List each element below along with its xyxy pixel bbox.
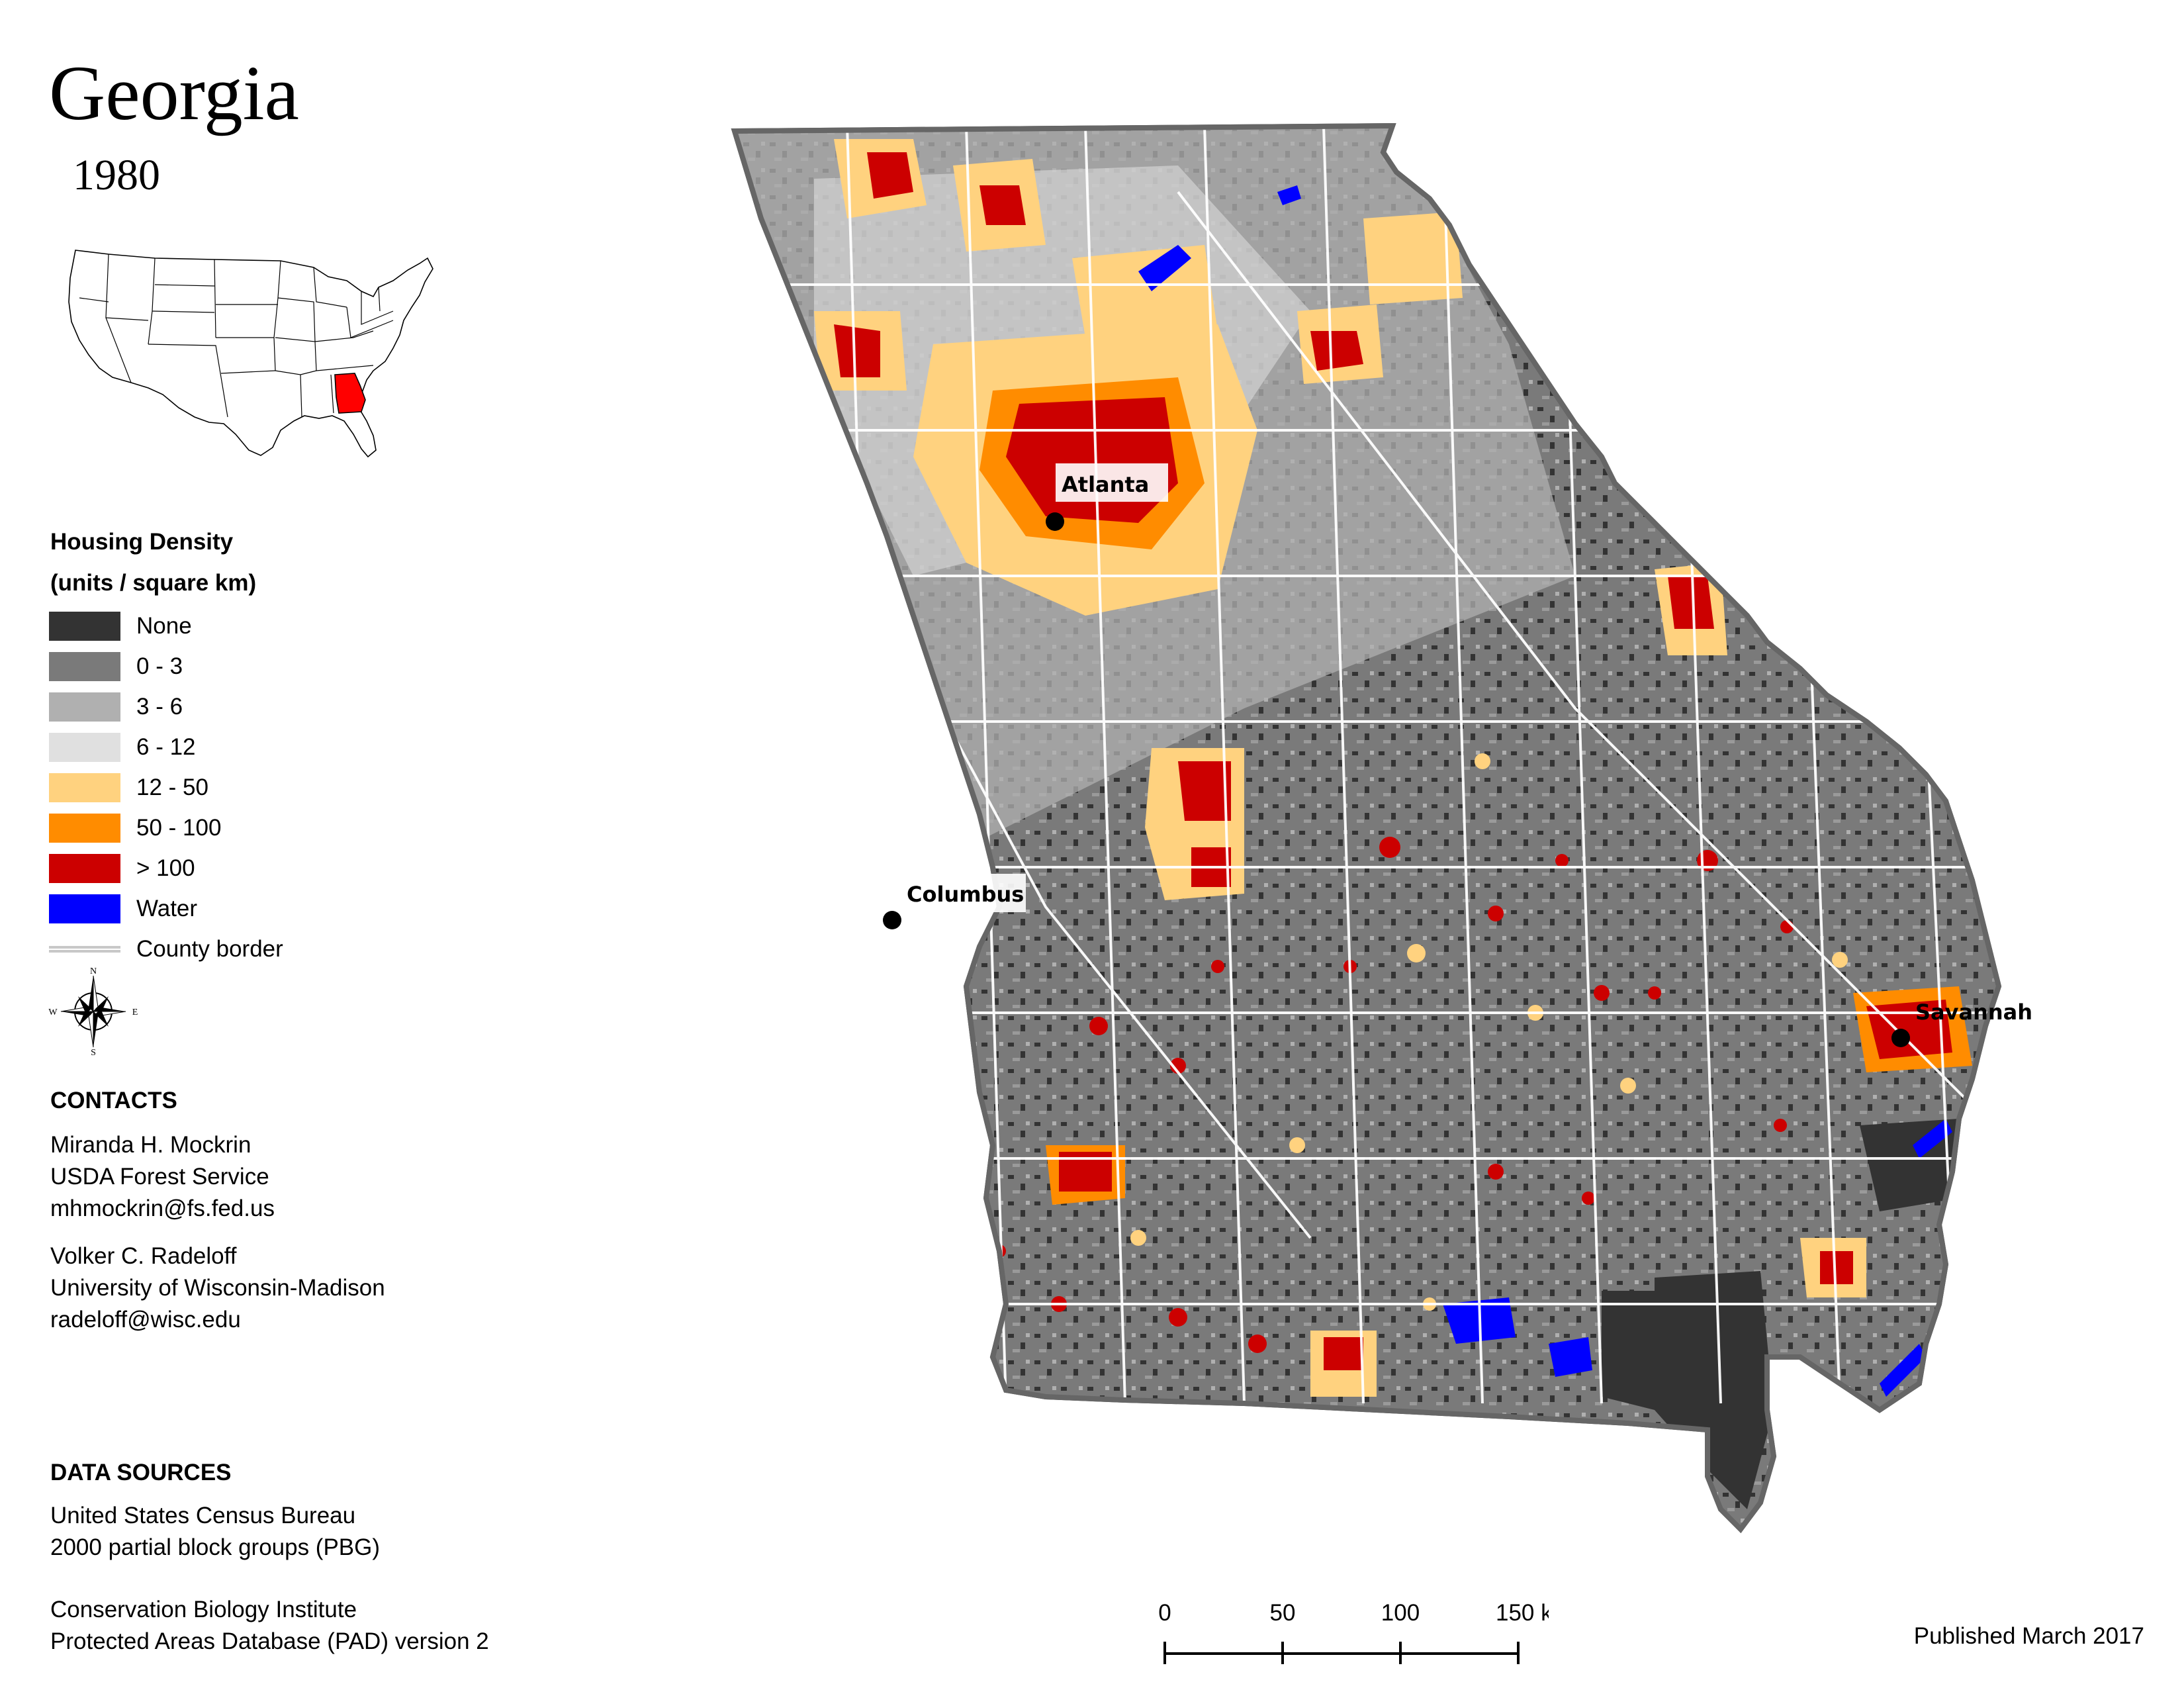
city-label-columbus: Columbus	[907, 882, 1024, 907]
contact-2: Volker C. Radeloff University of Wiscons…	[50, 1241, 385, 1336]
legend-item-none: None	[49, 606, 283, 646]
city-savannah: Savannah	[1891, 1000, 2032, 1047]
legend-swatch	[49, 894, 120, 923]
legend-title-line1: Housing Density	[50, 529, 234, 555]
contact-2-name: Volker C. Radeloff	[50, 1243, 237, 1269]
data-source-2-line1: Conservation Biology Institute	[50, 1597, 357, 1622]
data-source-2-line2: Protected Areas Database (PAD) version 2	[50, 1628, 489, 1654]
legend-label: None	[136, 612, 192, 639]
legend-swatch	[49, 945, 120, 953]
legend-label: 0 - 3	[136, 653, 183, 679]
city-atlanta: Atlanta	[1046, 463, 1168, 531]
legend-label: County border	[136, 935, 283, 962]
contact-1-name: Miranda H. Mockrin	[50, 1132, 251, 1158]
us-outline	[68, 250, 433, 458]
compass-rose-icon: N S W E	[48, 966, 138, 1056]
data-sources-title: DATA SOURCES	[50, 1460, 232, 1485]
scale-tick-label: 150 km	[1496, 1600, 1549, 1626]
legend-swatch	[49, 813, 120, 843]
legend-item-county-border: County border	[49, 929, 283, 969]
compass-s: S	[91, 1048, 96, 1056]
us-locator-map	[68, 250, 433, 458]
legend-title-line2: (units / square km)	[50, 570, 257, 596]
contact-1-email: mhmockrin@fs.fed.us	[50, 1196, 275, 1221]
legend: None 0 - 3 3 - 6 6 - 12 12 - 50 50 - 100…	[49, 606, 283, 969]
legend-swatch	[49, 853, 120, 883]
legend-label: 50 - 100	[136, 814, 222, 841]
legend-item-50-100: 50 - 100	[49, 808, 283, 848]
legend-label: 12 - 50	[136, 774, 208, 800]
legend-label: 3 - 6	[136, 693, 183, 720]
data-source-1: United States Census Bureau 2000 partial…	[50, 1500, 380, 1564]
legend-swatch	[49, 651, 120, 681]
legend-item-6-12: 6 - 12	[49, 727, 283, 767]
city-label-atlanta: Atlanta	[1062, 472, 1149, 497]
legend-swatch	[49, 773, 120, 802]
data-source-1-line2: 2000 partial block groups (PBG)	[50, 1534, 381, 1560]
contact-2-email: radeloff@wisc.edu	[50, 1307, 241, 1333]
legend-label: Water	[136, 895, 198, 921]
georgia-highlight	[334, 373, 366, 414]
legend-label: > 100	[136, 855, 195, 881]
contacts-title: CONTACTS	[50, 1088, 177, 1113]
legend-item-12-50: 12 - 50	[49, 767, 283, 808]
legend-label: 6 - 12	[136, 733, 196, 760]
legend-item-0-3: 0 - 3	[49, 646, 283, 686]
data-source-2: Conservation Biology Institute Protected…	[50, 1594, 489, 1658]
georgia-housing-density-map: Atlanta Columbus Savannah	[731, 122, 2032, 1534]
scale-tick-label: 100	[1381, 1600, 1420, 1626]
compass-w: W	[48, 1008, 58, 1017]
contact-1-org: USDA Forest Service	[50, 1164, 269, 1190]
contact-1: Miranda H. Mockrin USDA Forest Service m…	[50, 1129, 275, 1225]
data-source-1-line1: United States Census Bureau	[50, 1503, 356, 1528]
legend-swatch	[49, 692, 120, 722]
scale-tick-label: 0	[1158, 1600, 1171, 1626]
compass-e: E	[132, 1008, 138, 1017]
legend-swatch	[49, 611, 120, 641]
legend-title: Housing Density (units / square km)	[50, 522, 256, 604]
legend-item-3-6: 3 - 6	[49, 686, 283, 727]
legend-item-gt-100: > 100	[49, 848, 283, 888]
map-title: Georgia	[49, 50, 299, 136]
compass-n: N	[90, 966, 97, 976]
map-year: 1980	[73, 151, 160, 199]
scale-bar: 0 50 100 150 km	[1158, 1600, 1549, 1664]
scale-tick-label: 50	[1270, 1600, 1296, 1626]
contact-2-org: University of Wisconsin-Madison	[50, 1275, 385, 1301]
published-date: Published March 2017	[1913, 1623, 2144, 1649]
city-label-savannah: Savannah	[1915, 1000, 2032, 1025]
legend-swatch	[49, 732, 120, 762]
legend-item-water: Water	[49, 888, 283, 929]
city-columbus: Columbus	[883, 874, 1026, 929]
